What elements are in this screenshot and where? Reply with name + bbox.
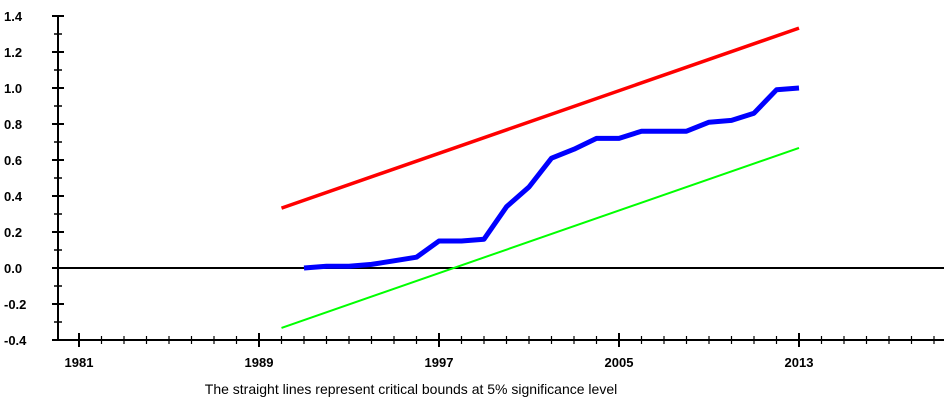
x-tick-label: 2005 [605, 355, 634, 370]
y-tick-label: 1.2 [4, 45, 22, 60]
upper-bound-line [280, 26, 800, 210]
y-tick-label: 0.4 [4, 189, 23, 204]
series-layer [280, 26, 800, 329]
y-tick-label: -0.2 [4, 297, 26, 312]
lower-bound-line [281, 146, 800, 329]
cusum-line [303, 85, 800, 271]
x-tick-label: 1989 [245, 355, 274, 370]
x-tick-label: 1981 [65, 355, 94, 370]
plot-area: -0.4-0.20.00.20.40.60.81.01.21.4 1981 198… [4, 9, 944, 370]
y-tick-label: 0.8 [4, 117, 22, 132]
x-tick-label: 1997 [425, 355, 454, 370]
y-tick-label: 0.2 [4, 225, 22, 240]
y-tick-label: 0.6 [4, 153, 22, 168]
x-tick-label: 2013 [785, 355, 814, 370]
y-tick-label: 0.0 [4, 261, 22, 276]
y-tick-label: 1.4 [4, 9, 23, 24]
y-tick-label: -0.4 [4, 333, 27, 348]
y-axis: -0.4 -0.2 0.0 0.2 0.4 0.6 0.8 1.0 1.2 1.4 [4, 9, 64, 348]
x-axis: 1981 1989 1997 2005 2013 [58, 267, 944, 370]
chart-caption: The straight lines represent critical bo… [205, 381, 617, 397]
y-tick-label: 1.0 [4, 81, 22, 96]
